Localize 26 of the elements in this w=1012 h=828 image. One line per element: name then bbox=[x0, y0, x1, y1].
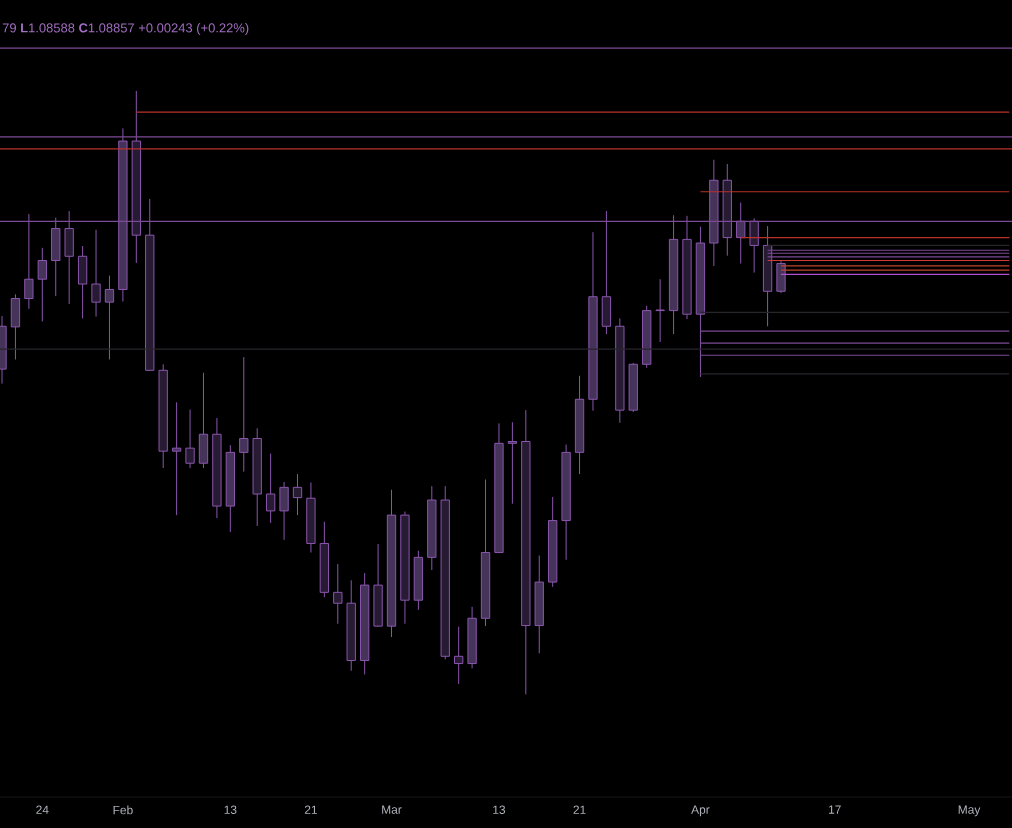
candlestick bbox=[507, 421, 518, 505]
text: 79 L1.08588 C1.08857 +0.00243 (+0.22%) bbox=[2, 22, 249, 36]
x-tick-label: 17 bbox=[828, 805, 841, 814]
candlestick bbox=[736, 202, 746, 265]
x-tick-label: 21 bbox=[573, 805, 586, 814]
candlestick bbox=[171, 401, 182, 516]
candlestick bbox=[239, 356, 249, 473]
candlestick bbox=[37, 247, 47, 322]
candlestick bbox=[185, 409, 195, 469]
candlestick bbox=[265, 453, 276, 524]
candlestick bbox=[292, 473, 303, 516]
candlestick bbox=[91, 229, 101, 318]
candlestick bbox=[104, 275, 115, 360]
x-tick-label: 13 bbox=[224, 805, 237, 814]
x-tick-label: 13 bbox=[493, 805, 506, 814]
x-tick-label: Feb bbox=[113, 805, 133, 815]
candlestick bbox=[24, 213, 34, 310]
x-tick-label: 21 bbox=[304, 805, 317, 814]
x-tick-label: May bbox=[958, 805, 981, 817]
candlestick bbox=[454, 626, 464, 685]
x-tick-label: Mar bbox=[382, 805, 402, 814]
candlestick bbox=[279, 481, 289, 541]
candlestick bbox=[333, 563, 343, 625]
x-tick-label: 24 bbox=[36, 805, 49, 814]
candlestick bbox=[655, 278, 665, 343]
x-tick-label: Apr bbox=[691, 805, 710, 817]
